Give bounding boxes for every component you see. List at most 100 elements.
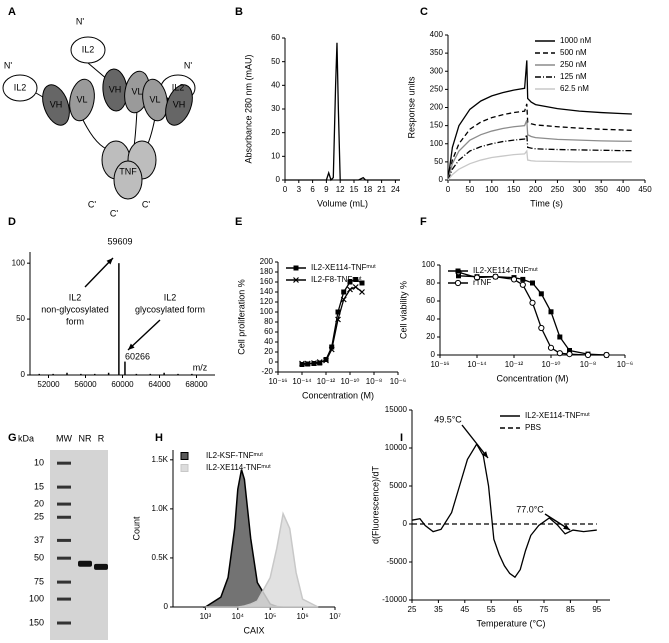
y-tick-label: 20 (271, 128, 280, 137)
x-tick-label: 15 (350, 185, 359, 194)
y-tick-label: 20 (264, 347, 273, 356)
y-tick-label: 100 (422, 260, 436, 269)
legend-label: IL2-XE114-TNFᵐᵘᵗ (473, 266, 538, 275)
y-tick-label: 250 (430, 84, 444, 93)
data-point (547, 344, 555, 351)
y-tick-label: 50 (434, 157, 443, 166)
x-axis-label: Concentration (M) (496, 373, 568, 383)
x-tick-label: 10⁻¹² (505, 360, 524, 369)
x-tick-label: 350 (595, 185, 609, 194)
data-point (340, 296, 347, 303)
y-axis-label: Absorbance 280 nm (mAU) (243, 54, 253, 163)
x-tick-label: 18 (363, 185, 372, 194)
x-tick-label: 10³ (200, 612, 212, 621)
data-line (447, 119, 632, 181)
y-tick-label: 0 (164, 602, 169, 611)
peak-label: 60266 (125, 351, 150, 361)
y-tick-label: 30 (271, 104, 280, 113)
x-tick-label: 3 (297, 185, 302, 194)
x-tick-label: 250 (551, 185, 565, 194)
legend-label: 125 nM (560, 72, 587, 81)
y-tick-label: 0 (403, 519, 408, 528)
diagram-label: IL2 (82, 44, 95, 54)
y-tick-label: 0 (276, 175, 281, 184)
data-point (352, 284, 359, 290)
histogram-area (205, 511, 319, 608)
x-axis-label: Time (s) (530, 198, 563, 208)
data-line (447, 103, 632, 181)
x-tick-label: 75 (540, 605, 549, 614)
x-tick-label: 52000 (37, 380, 60, 389)
y-tick-label: 50 (34, 553, 44, 563)
ladder-band (57, 580, 71, 584)
data-point (335, 316, 341, 323)
legend-marker (293, 265, 299, 271)
arrow-shaft (461, 424, 489, 459)
data-point (538, 324, 545, 332)
x-tick-label: 10⁻⁶ (390, 377, 406, 386)
ladder-band (57, 461, 71, 465)
y-tick-label: 25 (34, 512, 44, 522)
y-tick-label: 20 (34, 498, 44, 508)
x-axis-label: Concentration (M) (302, 390, 374, 400)
y-tick-label: 120 (260, 297, 274, 306)
data-point (538, 291, 544, 297)
data-point (299, 360, 305, 367)
y-tick-label: 5000 (389, 481, 407, 490)
x-tick-label: 0 (283, 185, 288, 194)
domain-shape (2, 74, 38, 102)
y-tick-label: 1.0K (152, 504, 169, 513)
x-tick-label: 450 (638, 185, 652, 194)
y-tick-label: 0 (269, 357, 274, 366)
y-tick-label: 60 (264, 327, 273, 336)
x-tick-label: 10⁻¹⁰ (542, 360, 561, 369)
gel-background (50, 450, 108, 640)
x-tick-label: 50 (465, 185, 474, 194)
y-axis-label: Cell proliferation % (236, 279, 246, 355)
y-tick-label: 350 (430, 48, 444, 57)
data-point (335, 309, 341, 315)
legend-label: 1000 nM (560, 36, 591, 45)
y-tick-label: 140 (260, 287, 274, 296)
diagram-label: C' (142, 199, 150, 209)
data-point (529, 299, 536, 306)
legend-label: rTNF (473, 278, 491, 287)
panel-label: F (420, 216, 427, 228)
data-point (328, 346, 335, 353)
data-point (299, 362, 305, 367)
diagram-label: VH (50, 99, 63, 109)
x-tick-label: 10⁻¹⁶ (268, 377, 287, 386)
y-tick-label: 10 (271, 151, 280, 160)
y-tick-label: 10 (34, 458, 44, 468)
data-point (456, 273, 461, 279)
x-tick-label: 10⁻¹² (317, 377, 336, 386)
y-tick-label: 60 (426, 296, 435, 305)
panel-label: H (155, 432, 163, 444)
ladder-band (57, 502, 71, 506)
arrow-head (563, 524, 570, 530)
arrow-head (481, 451, 488, 458)
y-tick-label: 75 (34, 576, 44, 586)
y-tick-label: 15 (34, 481, 44, 491)
legend-marker (454, 279, 462, 287)
annotation: form (66, 316, 84, 326)
y-tick-label: -20 (261, 367, 273, 376)
x-axis-label: Temperature (°C) (476, 618, 545, 628)
x-tick-label: 35 (434, 605, 443, 614)
panel-label: D (8, 216, 16, 228)
data-line (458, 275, 607, 356)
diagram-label: VL (131, 86, 142, 96)
y-tick-label: 80 (264, 317, 273, 326)
x-tick-label: 65 (513, 605, 522, 614)
y-tick-label: 150 (29, 617, 44, 627)
data-point (492, 273, 499, 280)
y-tick-label: -5000 (387, 557, 408, 566)
y-tick-label: 400 (430, 30, 444, 39)
x-tick-label: 10⁻¹⁶ (430, 360, 449, 369)
diagram-label: C' (88, 199, 96, 209)
data-line (285, 42, 400, 182)
data-line (411, 442, 597, 579)
y-tick-label: 40 (264, 337, 273, 346)
diagram-label: VH (173, 99, 186, 109)
annotation: 77.0°C (516, 504, 544, 514)
